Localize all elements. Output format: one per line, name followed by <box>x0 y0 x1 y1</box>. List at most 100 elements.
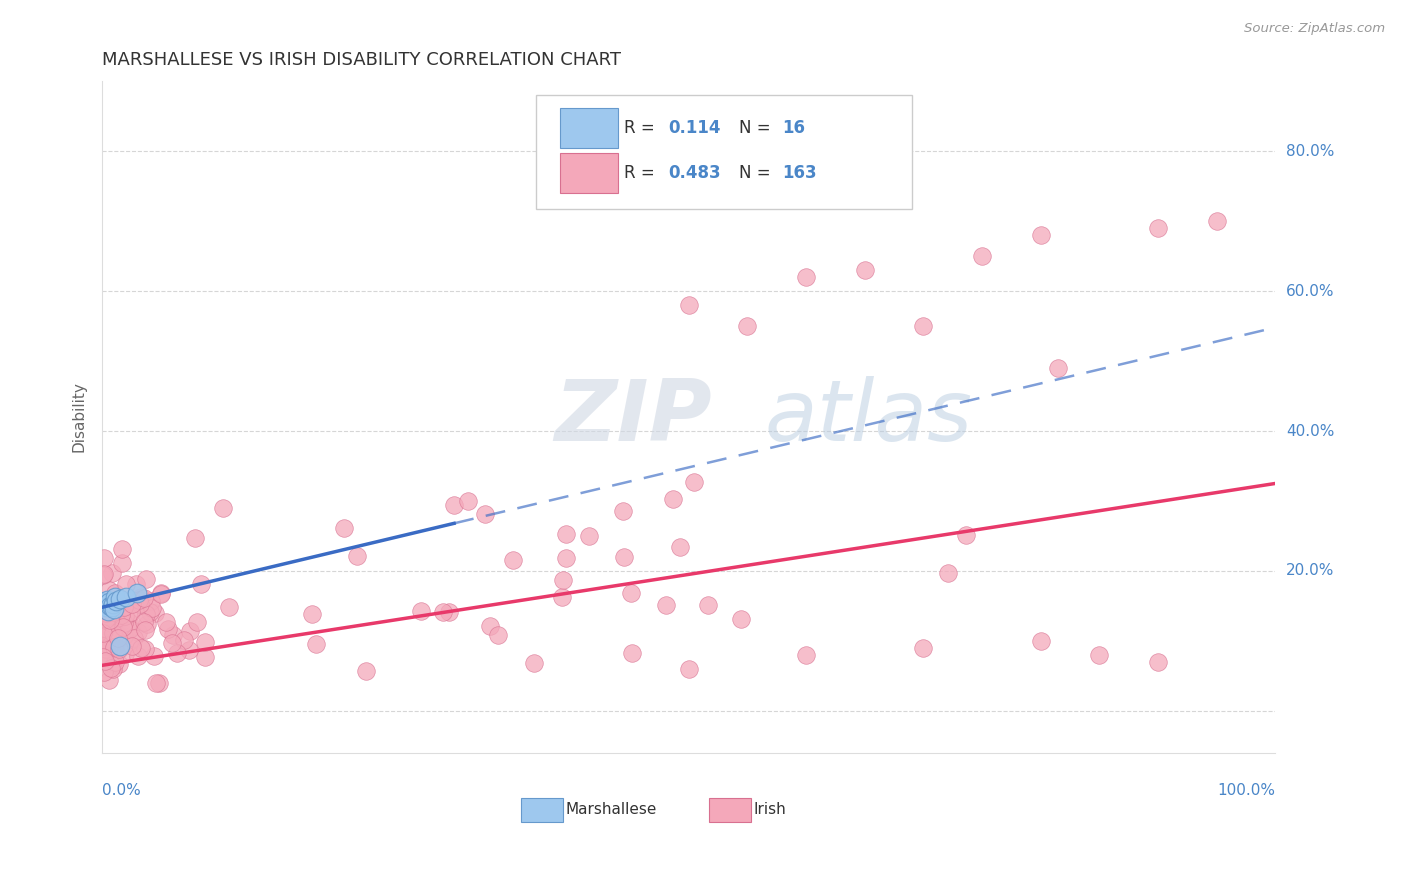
Point <box>111 557 134 571</box>
Point <box>186 615 208 629</box>
Point <box>142 648 165 663</box>
Point <box>211 501 233 516</box>
Point <box>523 656 546 670</box>
Point <box>479 618 502 632</box>
Point <box>110 608 132 623</box>
Point <box>554 526 576 541</box>
Point <box>218 599 240 614</box>
Point <box>179 624 201 639</box>
Point <box>794 270 817 285</box>
Y-axis label: Disability: Disability <box>72 382 86 452</box>
Text: 20.0%: 20.0% <box>1286 564 1334 578</box>
Point <box>474 507 496 521</box>
Point <box>93 598 115 612</box>
Point <box>104 656 127 670</box>
Point <box>145 675 167 690</box>
Text: 60.0%: 60.0% <box>1286 284 1334 299</box>
Text: Irish: Irish <box>754 802 786 817</box>
Point <box>103 601 125 615</box>
Point <box>1147 221 1170 235</box>
Point <box>96 612 118 626</box>
Point <box>114 647 136 661</box>
Point <box>132 591 155 606</box>
Point <box>143 606 166 620</box>
Text: 40.0%: 40.0% <box>1286 424 1334 439</box>
Point <box>1205 214 1227 228</box>
Point <box>620 646 643 660</box>
Point <box>613 549 636 564</box>
Point <box>94 642 117 657</box>
Point <box>166 646 188 660</box>
Text: MARSHALLESE VS IRISH DISABILITY CORRELATION CHART: MARSHALLESE VS IRISH DISABILITY CORRELAT… <box>103 51 621 69</box>
Point <box>97 606 120 620</box>
Point <box>93 621 115 635</box>
Point <box>853 263 876 277</box>
Point <box>93 649 115 664</box>
FancyBboxPatch shape <box>560 108 619 148</box>
Point <box>114 609 136 624</box>
Point <box>108 640 131 654</box>
Point <box>661 492 683 507</box>
Point <box>93 595 115 609</box>
Point <box>101 641 124 656</box>
Point <box>551 573 574 587</box>
Point <box>134 615 156 629</box>
Text: 100.0%: 100.0% <box>1218 783 1275 798</box>
Point <box>194 634 217 648</box>
Point <box>970 249 993 263</box>
Point <box>1029 633 1052 648</box>
Point <box>103 596 125 610</box>
Point <box>107 642 129 657</box>
Point <box>134 623 156 637</box>
Point <box>101 658 124 673</box>
Point <box>125 577 148 591</box>
Point <box>730 612 752 626</box>
Point <box>98 612 121 626</box>
Point <box>103 606 125 620</box>
Point <box>105 611 128 625</box>
Point <box>157 622 180 636</box>
Point <box>1029 228 1052 243</box>
Point <box>105 594 128 608</box>
Point <box>100 616 122 631</box>
Point <box>411 604 433 618</box>
Point <box>554 551 576 566</box>
Point <box>101 604 124 618</box>
Point <box>103 640 125 654</box>
Point <box>104 586 127 600</box>
Point <box>94 645 117 659</box>
Point <box>305 636 328 650</box>
Point <box>104 591 127 605</box>
Point <box>118 622 141 636</box>
Point <box>127 586 149 600</box>
Point <box>120 605 142 619</box>
Point <box>96 634 118 648</box>
Point <box>107 631 129 645</box>
Point <box>104 614 127 628</box>
Point <box>93 626 115 640</box>
Point <box>160 636 183 650</box>
Text: 0.483: 0.483 <box>669 164 721 182</box>
Point <box>107 627 129 641</box>
Point <box>678 662 700 676</box>
Point <box>936 566 959 580</box>
Point <box>457 494 479 508</box>
Point <box>148 675 170 690</box>
Point <box>93 665 115 679</box>
Point <box>111 541 134 556</box>
Point <box>129 640 152 655</box>
Point <box>97 604 120 618</box>
Point <box>578 529 600 543</box>
Point <box>121 597 143 611</box>
Point <box>683 475 706 489</box>
Point <box>301 607 323 622</box>
Point <box>443 498 465 512</box>
Point <box>103 614 125 628</box>
Point <box>912 640 935 655</box>
Point <box>108 657 131 672</box>
Point <box>678 298 700 312</box>
Text: 16: 16 <box>783 120 806 137</box>
Text: N =: N = <box>740 120 776 137</box>
Text: N =: N = <box>740 164 776 182</box>
Point <box>121 640 143 654</box>
